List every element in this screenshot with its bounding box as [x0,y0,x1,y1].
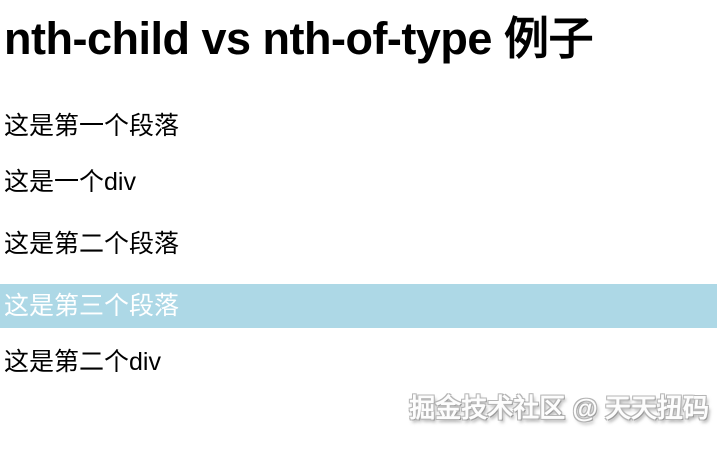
paragraph-second: 这是第二个段落 [4,229,180,258]
watermark: 掘金技术社区 @ 天天扭码 [409,392,709,423]
div-first: 这是一个div [4,167,136,196]
div-second: 这是第二个div [4,347,161,376]
page-title: nth-child vs nth-of-type 例子 [4,13,593,64]
paragraph-first: 这是第一个段落 [4,111,180,140]
paragraph-third-highlighted: 这是第三个段落 [0,283,717,328]
